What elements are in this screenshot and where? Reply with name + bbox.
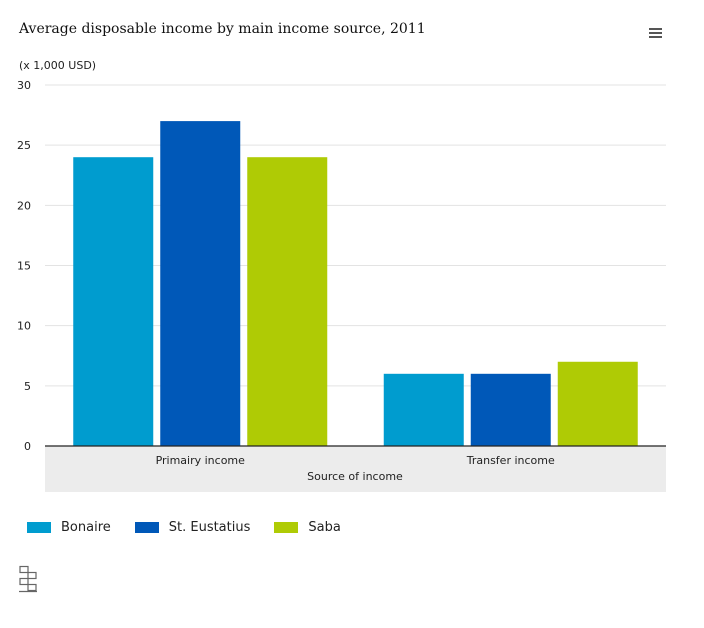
legend-item[interactable]: St. Eustatius bbox=[134, 520, 251, 535]
bar-bonaire-1[interactable] bbox=[383, 373, 464, 446]
x-axis-label: Source of income bbox=[307, 470, 403, 483]
x-tick-label: Primairy income bbox=[156, 454, 246, 467]
hamburger-menu-icon[interactable] bbox=[646, 26, 666, 44]
x-axis-band bbox=[45, 446, 666, 492]
y-axis-label: (x 1,000 USD) bbox=[19, 59, 96, 72]
y-tick-label: 30 bbox=[17, 79, 31, 92]
bar-st-eustatius-1[interactable] bbox=[470, 373, 551, 446]
menu-line bbox=[649, 36, 662, 38]
legend-label: Bonaire bbox=[61, 520, 111, 535]
y-tick-label: 5 bbox=[24, 380, 31, 393]
legend-item[interactable]: Saba bbox=[274, 520, 341, 535]
legend-swatch bbox=[134, 522, 159, 533]
y-tick-label: 25 bbox=[17, 139, 31, 152]
legend-swatch bbox=[274, 522, 299, 533]
bar-saba-1[interactable] bbox=[557, 361, 638, 446]
x-tick-label: Transfer income bbox=[466, 454, 555, 467]
y-tick-label: 20 bbox=[17, 199, 31, 212]
legend-label: St. Eustatius bbox=[168, 520, 251, 535]
bar-chart: (x 1,000 USD) 0 5 10 15 20 25 30 Primairy inco… bbox=[17, 59, 666, 492]
y-tick-labels: 0 5 10 15 20 25 30 bbox=[17, 79, 31, 453]
legend-item[interactable]: Bonaire bbox=[27, 520, 111, 535]
menu-line bbox=[649, 32, 662, 34]
y-tick-label: 0 bbox=[24, 440, 31, 453]
bar-st-eustatius-0[interactable] bbox=[160, 121, 241, 446]
y-tick-label: 15 bbox=[17, 260, 31, 273]
bar-bonaire-0[interactable] bbox=[73, 157, 154, 446]
cbs-logo-icon bbox=[19, 565, 37, 593]
legend-swatch bbox=[27, 522, 51, 533]
x-tick-labels: Primairy income Transfer income bbox=[156, 454, 555, 467]
y-tick-label: 10 bbox=[17, 320, 31, 333]
bar-saba-0[interactable] bbox=[247, 157, 328, 446]
legend: Bonaire St. Eustatius Saba bbox=[27, 520, 365, 535]
menu-line bbox=[649, 28, 662, 30]
chart-title: Average disposable income by main income… bbox=[19, 21, 426, 37]
bars bbox=[73, 121, 638, 446]
legend-label: Saba bbox=[308, 520, 341, 535]
